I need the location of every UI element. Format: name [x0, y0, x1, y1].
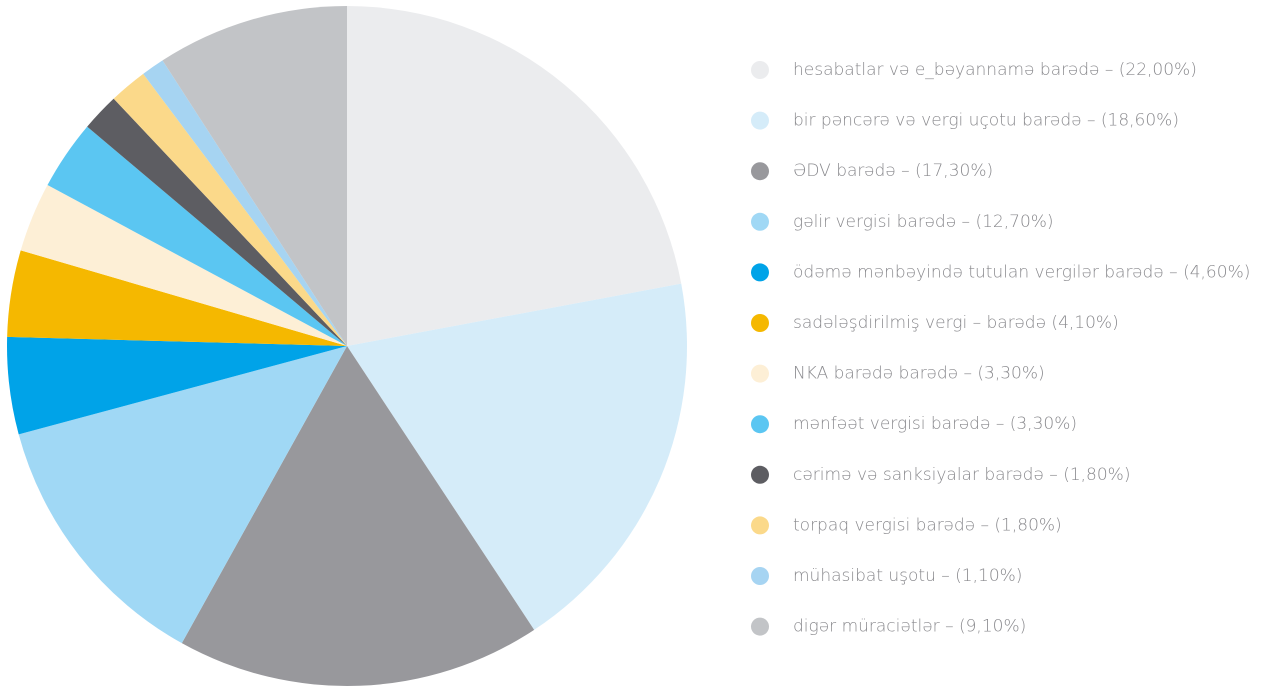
- pie-slice: [18, 346, 347, 644]
- legend-swatch: [751, 162, 769, 181]
- pie-slice: [347, 6, 682, 346]
- pie-slice: [181, 346, 535, 686]
- pie-slice: [20, 185, 347, 346]
- pie-slice: [113, 73, 347, 347]
- legend-swatch: [751, 61, 769, 79]
- legend-label: digər müraciətlər – (9,10%): [793, 617, 1026, 637]
- legend-swatch: [751, 617, 769, 636]
- pie-slice: [7, 250, 347, 346]
- legend-label: bir pəncərə və vergi uçotu barədə – (18,…: [793, 111, 1179, 131]
- legend-label: sadələşdirilmiş vergi – barədə (4,10%): [793, 313, 1119, 333]
- legend-label: mühasibat uşotu – (1,10%): [793, 566, 1022, 586]
- legend-swatch: [751, 415, 769, 434]
- legend-swatch: [751, 567, 769, 585]
- legend-label: NKA barədə barədə – (3,30%): [793, 364, 1045, 384]
- legend-label: gəlir vergisi barədə – (12,70%): [793, 212, 1054, 232]
- legend-swatch: [751, 364, 769, 383]
- legend-swatch: [751, 111, 769, 130]
- legend-swatch: [751, 314, 769, 332]
- legend-label: cərimə və sanksiyalar barədə – (1,80%): [793, 465, 1130, 485]
- legend-swatch: [751, 516, 769, 535]
- pie-slice: [47, 126, 348, 346]
- pie-slice: [87, 98, 347, 346]
- legend-label: torpaq vergisi barədə – (1,80%): [793, 515, 1062, 535]
- legend-label: ƏDV barədə – (17,30%): [793, 161, 993, 181]
- legend-label: ödəmə mənbəyində tutulan vergilər barədə…: [793, 262, 1250, 282]
- pie-slice: [143, 60, 347, 346]
- legend-label: mənfəət vergisi barədə – (3,30%): [793, 414, 1077, 434]
- legend-swatch: [751, 263, 769, 282]
- pie-slice: [347, 283, 687, 630]
- legend-swatch: [751, 465, 769, 484]
- pie-slice: [7, 336, 348, 435]
- legend-swatch: [751, 212, 769, 231]
- pie-slice: [162, 6, 347, 346]
- legend-label: hesabatlar və e_bəyannamə barədə – (22,0…: [793, 60, 1197, 80]
